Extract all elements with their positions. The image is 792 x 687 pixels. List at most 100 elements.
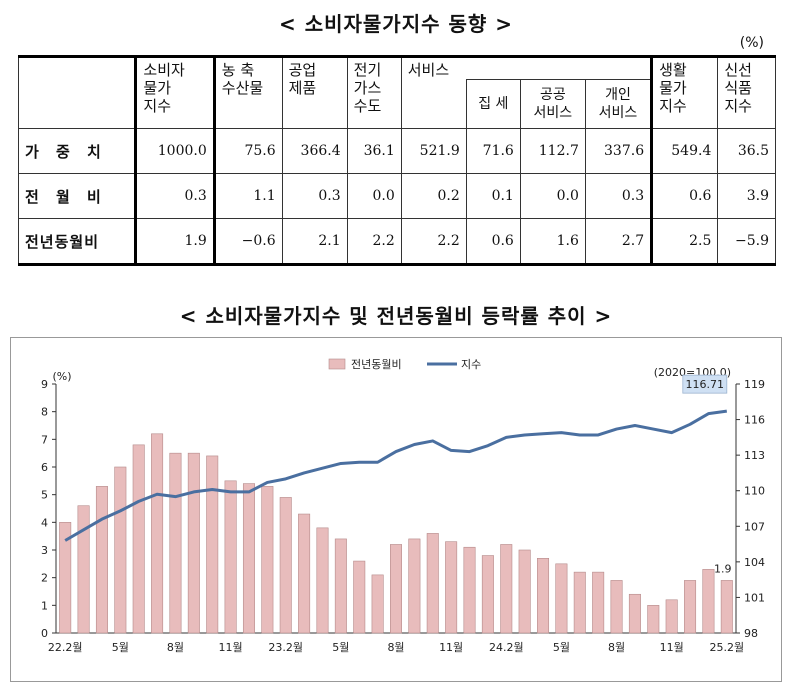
x-tick-label: 8월 [167,641,184,654]
bar [684,580,697,634]
left-tick-label: 6 [41,461,48,474]
unit-label: (%) [739,35,764,51]
bar [95,486,108,634]
table-cell: −0.6 [213,218,283,266]
x-tick-label: 8월 [608,641,625,654]
header-fresh: 신선 식품 지수 [717,55,776,129]
header-blank [17,55,138,129]
header-living: 생활 물가 지수 [650,55,719,129]
last-bar-data-label: 1.9 [714,562,732,575]
bar [132,444,145,634]
last-index-data-label: 116.71 [686,378,725,391]
table-cell: 75.6 [213,128,283,174]
header-total: 소비자 물가 지수 [135,55,216,129]
bar [445,541,458,634]
x-tick-label: 11월 [660,641,684,654]
table-cell: 2.2 [400,218,467,266]
bar [279,497,292,634]
right-tick-label: 98 [744,627,758,640]
left-tick-label: 5 [41,489,48,502]
table-cell: 1.9 [135,218,216,266]
table-cell: 36.1 [346,128,402,174]
header-personal: 개인 서비스 [584,79,653,129]
header-agri: 농 축 수산물 [213,55,283,129]
header-public: 공공 서비스 [519,79,586,129]
bar [665,599,678,634]
bar [481,555,494,634]
table-title: < 소비자물가지수 동향 > [278,12,513,36]
row-label: 전 월 비 [17,173,138,219]
bar [334,538,347,634]
x-tick-label: 11월 [219,641,243,654]
table-cell: −5.9 [717,218,776,266]
index-line [64,409,728,542]
x-tick-label: 11월 [439,641,463,654]
table-cell: 0.0 [346,173,402,219]
left-axis-unit: (%) [52,370,71,383]
header-services-blank [400,79,467,129]
last-index-label-box [682,374,728,394]
right-tick-label: 119 [744,378,765,391]
chart-title: < 소비자물가지수 및 전년동월비 등락률 추이 > [179,304,613,328]
x-tick-label: 5월 [112,641,129,654]
bar [151,433,164,634]
table-cell: 1.1 [213,173,283,219]
bar [224,480,237,634]
x-tick-label: 23.2월 [268,641,303,654]
bar [353,560,366,634]
table-cell: 0.2 [400,173,467,219]
bar [408,538,421,634]
left-tick-label: 1 [41,599,48,612]
bar [316,527,329,634]
table-cell: 112.7 [519,128,586,174]
left-tick-label: 9 [41,378,48,391]
table-cell: 36.5 [717,128,776,174]
header-services: 서비스 [400,55,653,80]
header-utilities: 전기 가스 수도 [346,55,402,129]
bar [720,580,733,634]
x-tick-label: 24.2월 [489,641,524,654]
table-cell: 521.9 [400,128,467,174]
table-cell: 0.6 [650,173,719,219]
x-tick-label: 5월 [332,641,349,654]
bar [592,571,605,634]
chart-frame: 0 1 2 3 4 5 6 7 8 9 98 101 104 107 110 113 116 119 (%) (202… [10,337,782,682]
bar [390,544,402,634]
x-tick-label: 5월 [553,641,570,654]
table-cell: 2.1 [281,218,348,266]
table-cell: 0.1 [465,173,521,219]
right-tick-label: 101 [744,591,765,604]
left-tick-label: 2 [41,572,48,585]
bar [628,593,641,634]
bar [555,563,568,634]
right-tick-label: 110 [744,485,765,498]
table-cell: 0.3 [584,173,653,219]
legend-bar-label: 전년동월비 [351,358,402,371]
table-cell: 2.7 [584,218,653,266]
table-cell: 3.9 [717,173,776,219]
x-tick-label: 25.2월 [709,641,744,654]
bar [518,549,531,634]
bar [426,533,439,634]
cpi-summary-table: 소비자 물가 지수 농 축 수산물 공업 제품 전기 가스 수도 서비스 생활 … [17,55,776,266]
bar [610,580,623,634]
legend-line-label: 지수 [461,358,481,371]
table-cell: 0.6 [465,218,521,266]
left-tick-label: 0 [41,627,48,640]
right-tick-label: 116 [744,414,765,427]
bar [537,558,550,634]
row-label: 가 중 치 [17,128,138,174]
left-tick-label: 8 [41,406,48,419]
table-cell: 0.3 [281,173,348,219]
bar [261,486,274,634]
table-cell: 0.0 [519,173,586,219]
table-cell: 549.4 [650,128,719,174]
table-cell: 337.6 [584,128,653,174]
bar [702,569,715,634]
table-row: 전년동월비 1.9 −0.6 2.1 2.2 2.2 0.6 1.6 2.7 2.5 −5.9 [17,218,776,266]
legend-bar-swatch [328,358,346,370]
bar [500,544,513,634]
bar [647,605,660,634]
right-tick-label: 107 [744,520,765,533]
table-cell: 366.4 [281,128,348,174]
